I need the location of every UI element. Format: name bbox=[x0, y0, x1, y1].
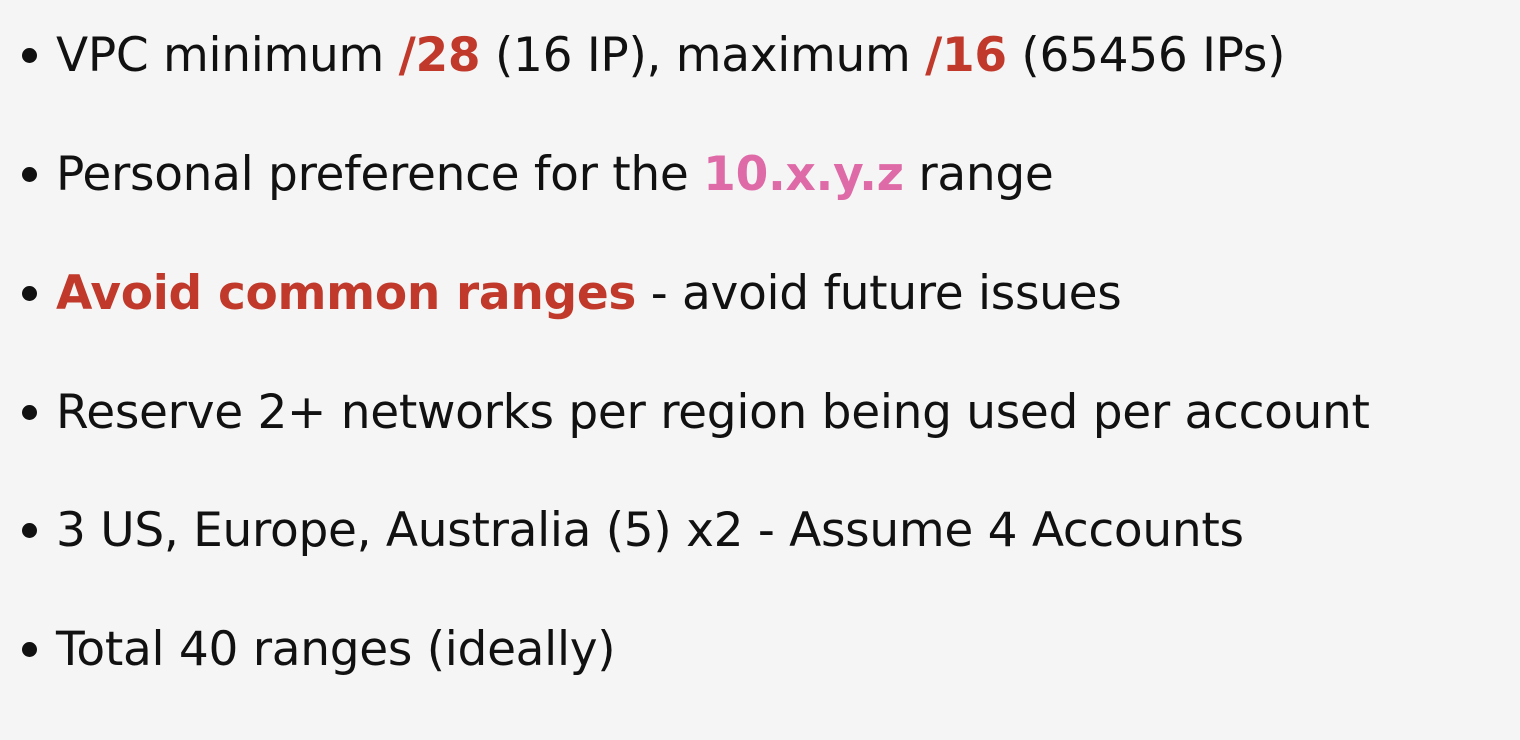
bullet-dot-icon bbox=[22, 48, 37, 63]
bullet-dot-icon bbox=[22, 523, 37, 538]
bullet-text: 3 US, Europe, Australia (5) x2 - Assume … bbox=[56, 503, 1244, 558]
bullet-text: Total 40 ranges (ideally) bbox=[56, 622, 616, 677]
bullet-text: Personal preference for the bbox=[56, 147, 704, 202]
bullet-regions-accounts: 3 US, Europe, Australia (5) x2 - Assume … bbox=[22, 499, 1244, 563]
bullet-dot-icon bbox=[22, 405, 37, 420]
bullet-dot-icon bbox=[22, 286, 37, 301]
bullet-reserve-networks: Reserve 2+ networks per region being use… bbox=[22, 381, 1370, 445]
max-cidr-highlight: /16 bbox=[925, 28, 1007, 83]
bullet-text: - avoid future issues bbox=[636, 266, 1122, 321]
bullet-text: VPC minimum bbox=[56, 28, 399, 83]
bullet-text: Reserve 2+ networks per region being use… bbox=[56, 385, 1370, 440]
bullet-dot-icon bbox=[22, 167, 37, 182]
bullet-text: range bbox=[903, 147, 1054, 202]
avoid-common-ranges-highlight: Avoid common ranges bbox=[56, 266, 637, 321]
bullet-vpc-size-limits: VPC minimum /28 (16 IP), maximum /16 (65… bbox=[22, 24, 1285, 88]
bullet-total-ranges: Total 40 ranges (ideally) bbox=[22, 618, 616, 682]
min-cidr-highlight: /28 bbox=[398, 28, 481, 83]
bullet-text: (16 IP), maximum bbox=[480, 28, 926, 83]
bullet-avoid-common-ranges: Avoid common ranges - avoid future issue… bbox=[22, 262, 1122, 326]
bullet-personal-preference: Personal preference for the 10.x.y.z ran… bbox=[22, 143, 1054, 207]
ip-range-highlight: 10.x.y.z bbox=[703, 147, 904, 202]
bullet-dot-icon bbox=[22, 642, 37, 657]
bullet-text: (65456 IPs) bbox=[1006, 28, 1286, 83]
